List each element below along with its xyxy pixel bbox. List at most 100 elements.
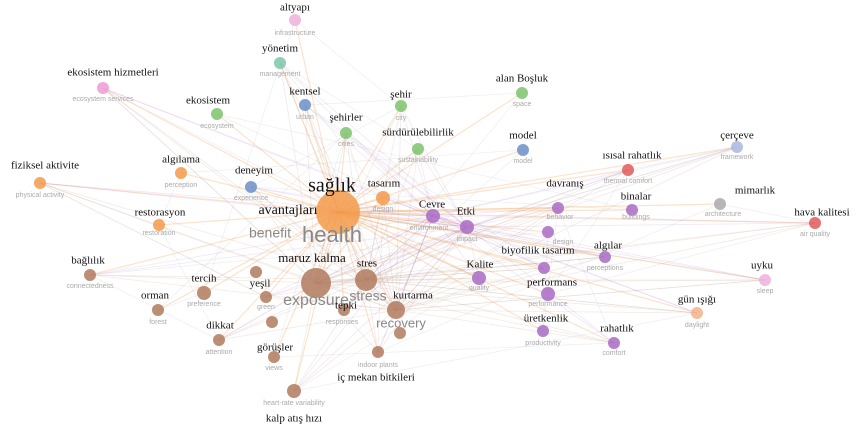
edge	[315, 282, 698, 314]
node	[34, 177, 46, 189]
node-sublabel: responses	[326, 319, 359, 326]
node-sublabel: infrastructure	[275, 30, 316, 37]
node	[552, 202, 564, 214]
edge	[293, 211, 339, 392]
node-label: kalp atış hızı	[266, 413, 322, 425]
edge	[382, 197, 468, 228]
edge	[337, 146, 738, 213]
node-label: kentsel	[289, 86, 320, 98]
edge	[102, 87, 367, 281]
edge	[400, 105, 468, 228]
edge	[304, 104, 317, 284]
edge	[365, 226, 468, 281]
node	[338, 304, 350, 316]
node-sublabel: views	[265, 365, 283, 372]
node-label: model	[509, 130, 537, 142]
edge	[315, 105, 402, 284]
node-sublabel: management	[260, 71, 301, 78]
node-sublabel: city	[396, 115, 407, 122]
edge	[293, 226, 468, 392]
node	[537, 325, 549, 337]
edge	[315, 267, 545, 284]
node-label: restorasyon	[135, 207, 186, 219]
edge	[377, 215, 434, 353]
edge	[432, 215, 545, 269]
edge	[39, 182, 397, 311]
edge	[395, 267, 545, 311]
node	[175, 167, 187, 179]
edge	[395, 215, 434, 311]
node-sublabel: architecture	[705, 211, 742, 218]
node	[274, 57, 286, 69]
edge	[557, 207, 615, 344]
edge	[365, 197, 384, 281]
edge	[395, 279, 766, 311]
edge	[337, 169, 629, 213]
edge	[337, 211, 480, 279]
edge	[89, 231, 549, 276]
edge	[382, 197, 434, 217]
edge	[315, 215, 434, 284]
node-label: üretkenlik	[524, 313, 569, 325]
edge	[39, 182, 339, 213]
edge	[337, 211, 766, 281]
node-label: şehirler	[330, 112, 363, 124]
edge	[180, 172, 339, 213]
edge	[365, 226, 468, 281]
node-sublabel: preference	[187, 301, 221, 308]
node-sublabel: recovery	[376, 315, 426, 330]
edge	[250, 186, 367, 281]
node-sublabel: attention	[206, 349, 233, 356]
node	[608, 337, 620, 349]
edge	[365, 277, 480, 281]
edge	[89, 211, 339, 276]
edge	[157, 211, 339, 311]
edge	[395, 169, 629, 311]
edge	[315, 282, 615, 344]
node	[213, 334, 225, 346]
edge	[39, 182, 317, 284]
edge	[265, 226, 468, 298]
edge	[157, 132, 347, 311]
edge	[395, 277, 480, 311]
node-sublabel: ecosystem	[200, 123, 234, 130]
edge	[315, 279, 766, 284]
edge	[39, 182, 267, 298]
node-sublabel: connectedness	[66, 283, 114, 290]
node-label: stres	[357, 258, 377, 270]
edge	[395, 279, 766, 311]
edge	[466, 226, 606, 258]
node	[289, 14, 301, 26]
edge	[466, 146, 738, 228]
node	[266, 316, 278, 328]
edge	[395, 215, 434, 311]
edge	[315, 222, 816, 284]
node	[714, 198, 726, 210]
node-label: görüşler	[257, 342, 293, 354]
node	[152, 304, 164, 316]
edge	[343, 226, 468, 311]
node-label: orman	[141, 290, 170, 302]
edge	[315, 197, 384, 284]
node-label: Etki	[457, 206, 475, 218]
edge	[216, 113, 633, 211]
node-sublabel: behavior	[547, 214, 575, 221]
edge	[365, 279, 615, 344]
node-label: tercih	[191, 273, 217, 285]
edge	[304, 104, 434, 217]
edge	[216, 113, 545, 269]
edge	[39, 182, 434, 217]
node	[542, 226, 554, 238]
edge	[466, 226, 545, 269]
node-label: sürdürülebilirlik	[382, 127, 454, 139]
node	[268, 351, 280, 363]
node	[387, 301, 405, 319]
nodes: infrastructure altyapı management yönetim ec…	[11, 2, 850, 425]
edge	[279, 62, 339, 213]
edge	[89, 215, 434, 276]
node-label: ekosistem hizmetleri	[67, 67, 158, 79]
edge	[542, 207, 559, 332]
edge	[315, 282, 379, 353]
node-label: uyku	[751, 260, 774, 272]
edge	[365, 146, 738, 281]
